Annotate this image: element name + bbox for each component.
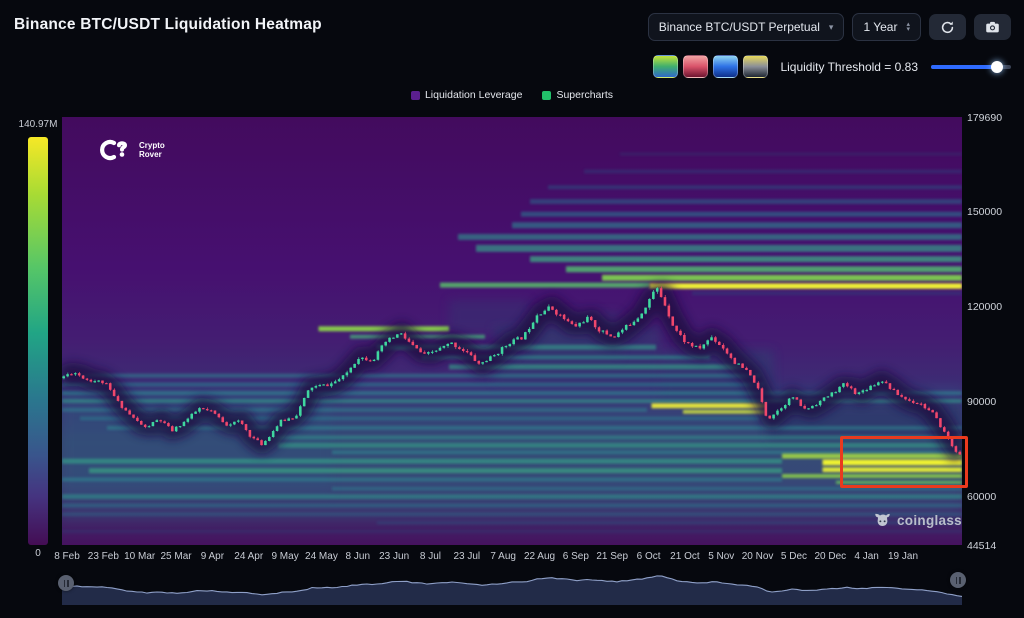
date-tick-label: 6 Sep [562,551,589,562]
date-tick-label: 25 Mar [160,551,192,562]
range-select[interactable]: 1 Year ▴ ▾ [852,13,921,41]
colorbar [28,137,48,545]
chevron-down-icon: ▾ [828,21,834,32]
date-tick-label: 5 Nov [708,551,735,562]
coinglass-watermark: coinglass [874,512,962,528]
date-tick-label: 22 Aug [523,551,556,562]
date-tick-label: 23 Feb [87,551,119,562]
slider-thumb[interactable] [991,60,1004,73]
palette-swatch-yellow-gray[interactable] [743,55,769,78]
symbol-select[interactable]: Binance BTC/USDT Perpetual ▾ [647,13,845,41]
camera-button[interactable] [974,14,1011,40]
price-tick-label: 150000 [967,206,1003,218]
liquidity-bands-layer [62,152,962,533]
symbol-select-value: Binance BTC/USDT Perpetual [658,20,820,34]
date-tick-label: 20 Nov [741,551,774,562]
navigator-canvas [61,575,963,605]
price-tick-label: 120000 [967,300,1003,313]
refresh-icon [941,21,954,33]
navigator-line [61,575,963,597]
date-tick-label: 9 May [271,551,299,562]
coinglass-bull-icon [875,513,890,526]
liquidity-threshold-slider[interactable] [931,60,1011,73]
top-controls: Binance BTC/USDT Perpetual ▾ 1 Year ▴ ▾ [647,13,1011,41]
navigator-right-handle[interactable] [950,572,966,588]
heatmap-canvas [57,117,971,545]
slider-fill [931,64,998,69]
range-select-value: 1 Year [863,20,898,34]
palette-swatches [653,55,769,78]
colorbar-max-label: 140.97M [18,119,58,130]
heatmap-settings-row: Liquidity Threshold = 0.83 [653,55,1011,78]
date-tick-label: 21 Sep [596,551,629,562]
date-tick-label: 10 Mar [124,551,156,562]
legend-item-supercharts[interactable]: Supercharts [542,89,613,101]
date-tick-label: 8 Feb [54,551,80,562]
page-title: Binance BTC/USDT Liquidation Heatmap [14,16,322,33]
palette-swatch-blue[interactable] [713,55,739,78]
palette-swatch-red[interactable] [683,55,709,78]
legend-label: Supercharts [556,89,614,101]
range-navigator[interactable] [61,565,963,607]
crypto-rover-logo-icon [100,139,128,161]
date-tick-label: 8 Jun [345,551,371,562]
date-tick-label: 5 Dec [780,551,808,562]
candlestick-layer [62,286,962,456]
colorbar-min-label: 0 [35,548,41,559]
date-tick-label: 24 May [305,551,338,562]
date-tick-label: 20 Dec [814,551,847,562]
price-tick-label: 179690 [967,112,1003,124]
price-axis: 179690 150000 120000 90000 60000 44514 [967,112,1023,552]
liquidity-threshold-label: Liquidity Threshold = 0.83 [780,59,918,74]
legend-swatch-purple [410,90,420,100]
navigator-area [62,575,962,605]
crypto-rover-watermark: Crypto Rover [100,139,173,161]
legend-swatch-green [542,90,552,100]
date-tick-label: 19 Jan [887,551,919,562]
coinglass-label: coinglass [897,512,962,528]
annotation-red-box [839,436,969,489]
date-tick-label: 24 Apr [234,551,264,562]
date-tick-label: 21 Oct [670,551,700,562]
price-tick-label: 90000 [967,395,997,408]
date-tick-label: 4 Jan [854,551,879,562]
date-tick-label: 8 Jul [419,551,442,562]
legend-item-liquidation-leverage[interactable]: Liquidation Leverage [410,89,523,101]
legend-label: Liquidation Leverage [424,89,523,101]
date-tick-label: 7 Aug [490,551,516,562]
crypto-rover-label: Crypto Rover [139,141,165,159]
refresh-button[interactable] [929,14,966,40]
heatmap-chart[interactable] [57,117,971,545]
date-tick-label: 6 Oct [636,551,661,562]
chart-legend: Liquidation Leverage Supercharts [62,89,962,101]
navigator-left-handle[interactable] [58,575,74,591]
stepper-icon: ▴ ▾ [906,21,910,33]
date-tick-label: 23 Jun [379,551,410,562]
price-tick-label: 60000 [967,490,997,503]
camera-icon [986,21,999,32]
palette-swatch-viridis[interactable] [653,55,679,78]
date-tick-label: 23 Jul [453,551,481,562]
date-axis: 8 Feb 23 Feb 10 Mar 25 Mar 9 Apr 24 Apr 9 May 2… [54,551,962,565]
date-tick-label: 9 Apr [200,551,225,562]
price-tick-label: 44514 [967,540,997,552]
